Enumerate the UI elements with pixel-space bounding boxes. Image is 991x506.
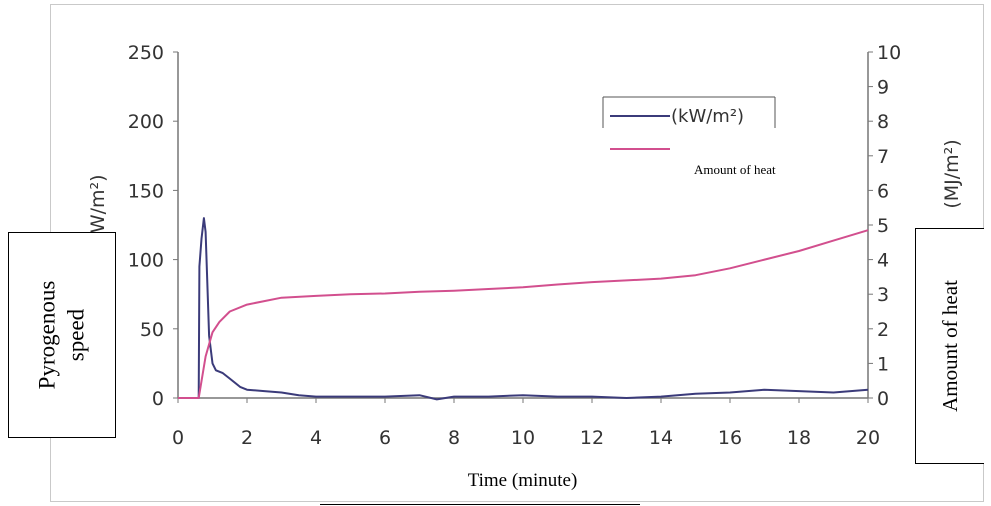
y-left-tick-label: 0 [152,388,164,410]
y-right-tick-label: 2 [877,319,889,341]
y-left-tick-label: 200 [128,111,164,133]
y-left-tick-label: 100 [128,250,164,272]
y-right-tick-labels: 0 1 2 3 4 5 6 7 8 9 10 [868,42,901,410]
y-right-tick-label: 6 [877,180,889,202]
x-tick-label: 8 [448,427,460,449]
x-tick-label: 10 [511,427,535,449]
x-tick-label: 4 [310,427,322,449]
y-right-label: Amount of heat [937,280,962,412]
y-left-tick-label: 150 [128,180,164,202]
x-tick-label: 16 [718,427,742,449]
y-right-label-box: Amount of heat [915,228,984,464]
legend-label-heat: Amount of heat [694,162,776,177]
legend-label-power: (kW/m²) [671,106,744,127]
y-right-tick-label: 9 [877,77,889,99]
x-tick-label: 14 [649,427,673,449]
x-axis-label: Time (minute) [467,470,578,491]
x-tick-label: 6 [379,427,391,449]
y-right-tick-label: 3 [877,284,889,306]
y-left-tick-labels: 0 50 100 150 200 250 [128,42,178,410]
y-left-tick-label: 50 [140,319,164,341]
series-lines [178,217,869,401]
y-left-tick-label: 250 [128,42,164,64]
caption-underline [320,504,640,505]
x-tick-label: 0 [172,427,184,449]
y-right-tick-label: 4 [877,250,889,272]
y-right-tick-label: 5 [877,215,889,237]
y-right-unit: (MJ/m²) [941,139,963,208]
series-line-power [178,217,869,401]
x-tick-label: 12 [580,427,604,449]
y-right-tick-label: 10 [877,42,901,64]
y-left-label-box: Pyrogenous speed [8,232,116,438]
legend: (kW/m²) Amount of heat [602,96,841,180]
y-right-tick-label: 8 [877,111,889,133]
x-tick-labels: 0 2 4 6 8 10 12 14 16 18 20 [172,398,880,449]
series-line-heat [178,229,869,399]
x-tick-label: 20 [856,427,880,449]
x-tick-label: 2 [241,427,253,449]
y-left-label: Pyrogenous speed [33,235,91,435]
y-left-label-line1: Pyrogenous [34,280,60,390]
legend-label-heat-box [686,152,841,180]
y-right-tick-label: 7 [877,146,889,168]
y-right-tick-label: 1 [877,353,889,375]
y-left-label-line2: speed [63,308,88,362]
x-tick-label: 18 [787,427,811,449]
y-right-tick-label: 0 [877,388,889,410]
